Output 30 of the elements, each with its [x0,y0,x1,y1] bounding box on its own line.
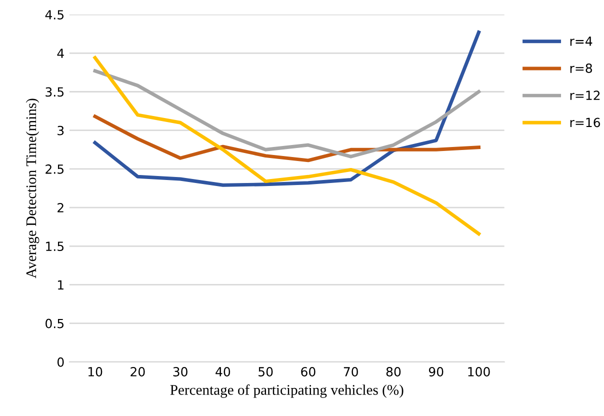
x-tick-label: 10 [88,367,102,376]
line-series [93,30,480,187]
line-series [93,69,480,158]
legend-label: r=4 [570,36,592,46]
x-tick-label: 100 [468,367,490,376]
legend-label: r=8 [570,64,592,74]
line-series [93,114,480,162]
y-tick-label: 1 [58,280,64,290]
x-tick-label: 50 [258,367,273,376]
x-tick-label: 80 [386,367,401,376]
y-tick-label: 4 [57,48,64,58]
y-axis-title: Average Detection Time(mins) [26,98,40,278]
y-tick-label: 4.5 [45,10,64,20]
y-tick-label: 0 [57,357,64,367]
y-tick-label: 3.5 [46,87,64,97]
line-series [93,56,480,236]
x-tick-label: 20 [130,367,145,376]
x-tick-label: 60 [301,367,316,376]
legend-label: r=12 [570,90,600,100]
y-tick-label: 1.5 [46,242,64,252]
y-tick-label: 0.5 [46,318,64,328]
y-tick-label: 3 [58,126,64,136]
x-tick-label: 30 [173,367,188,376]
y-tick-label: 2 [58,203,64,212]
legend-label: r=16 [570,118,600,128]
y-tick-label: 2.5 [46,164,64,174]
x-tick-label: 70 [344,367,358,376]
x-axis-title: Percentage of participating vehicles (%) [170,384,404,398]
x-tick-label: 40 [216,367,230,376]
x-tick-label: 90 [428,367,444,376]
